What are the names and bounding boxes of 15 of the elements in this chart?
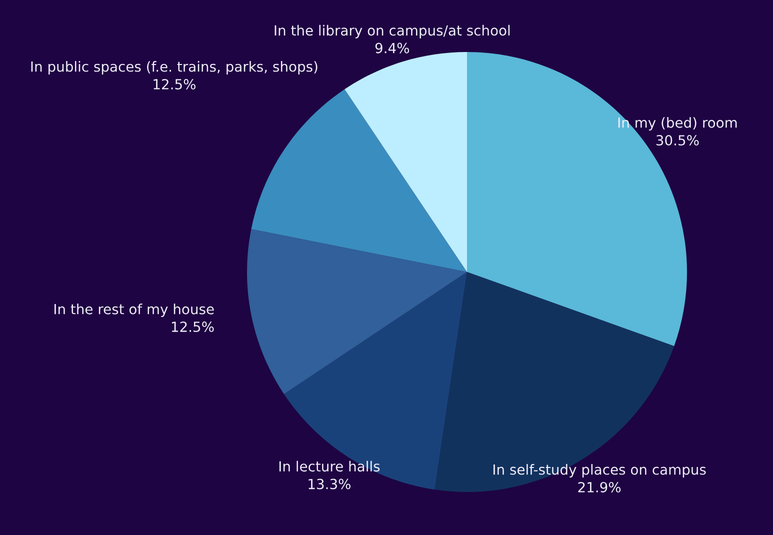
slice-label: In the library on campus/at school xyxy=(274,24,510,38)
data-label: 30.5% xyxy=(656,135,699,146)
slice-label: In the rest of my house xyxy=(54,304,214,318)
slice-label: In public spaces (f.e. trains, parks, shops) xyxy=(31,61,318,74)
slice-label: In lecture halls xyxy=(279,460,380,472)
data-label: 21.9% xyxy=(578,482,621,492)
data-label: 12.5% xyxy=(172,322,214,332)
data-label: 12.5% xyxy=(154,78,196,90)
data-label: 13.3% xyxy=(308,478,350,490)
slice-label: In self-study places on campus xyxy=(494,464,706,478)
pie-slice xyxy=(344,52,467,272)
pie-slice xyxy=(251,89,467,272)
pie-slice xyxy=(247,229,467,394)
slice-label: In my (bed) room xyxy=(618,117,737,131)
data-label: 9.4% xyxy=(375,42,410,54)
